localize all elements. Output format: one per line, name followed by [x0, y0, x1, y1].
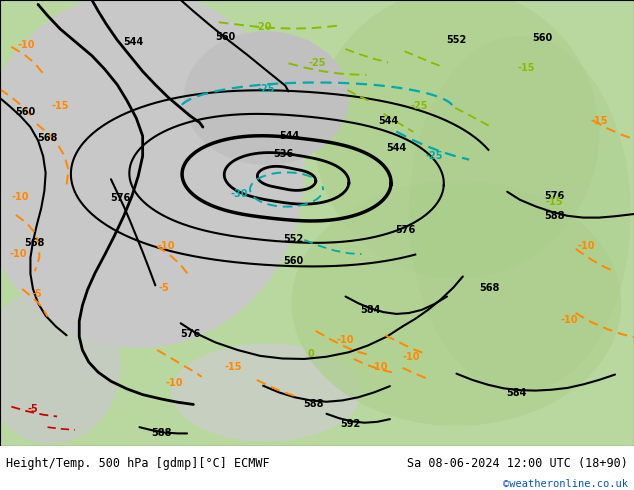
Text: 536: 536	[273, 149, 294, 159]
Text: -10: -10	[578, 241, 595, 251]
Text: 544: 544	[280, 131, 300, 141]
Text: 568: 568	[37, 133, 58, 143]
Text: -10: -10	[9, 249, 27, 259]
Text: -10: -10	[165, 378, 183, 389]
Text: -25: -25	[425, 150, 443, 161]
Ellipse shape	[409, 36, 631, 392]
Text: -25: -25	[411, 100, 429, 111]
Text: 584: 584	[507, 388, 527, 398]
Text: 568: 568	[479, 283, 500, 293]
Text: Sa 08-06-2024 12:00 UTC (18+90): Sa 08-06-2024 12:00 UTC (18+90)	[407, 457, 628, 469]
Text: -5: -5	[28, 404, 38, 415]
Text: -10: -10	[560, 315, 578, 325]
Text: -10: -10	[337, 335, 354, 345]
Text: 592: 592	[340, 418, 360, 429]
Text: -10: -10	[157, 241, 175, 251]
Text: -10: -10	[370, 362, 388, 371]
Text: -10: -10	[11, 192, 29, 202]
Text: 576: 576	[110, 194, 131, 203]
Text: ©weatheronline.co.uk: ©weatheronline.co.uk	[503, 479, 628, 489]
Text: -20: -20	[254, 22, 272, 32]
Text: Height/Temp. 500 hPa [gdmp][°C] ECMWF: Height/Temp. 500 hPa [gdmp][°C] ECMWF	[6, 457, 270, 469]
Text: 568: 568	[25, 238, 45, 248]
Text: 560: 560	[532, 33, 552, 43]
Text: -30: -30	[230, 189, 248, 199]
Text: 544: 544	[386, 143, 406, 153]
Text: -15: -15	[590, 116, 608, 126]
Text: -10: -10	[402, 352, 420, 362]
Text: -15: -15	[224, 362, 242, 371]
Text: 588: 588	[304, 398, 324, 409]
Text: 0: 0	[307, 349, 314, 360]
Text: 560: 560	[15, 107, 36, 118]
Text: -15: -15	[51, 101, 69, 111]
Text: -10: -10	[18, 40, 36, 49]
Text: 552: 552	[446, 35, 467, 45]
Ellipse shape	[171, 343, 361, 441]
Text: 560: 560	[283, 256, 303, 266]
Text: 588: 588	[545, 211, 565, 221]
Ellipse shape	[0, 288, 120, 443]
Text: 576: 576	[545, 191, 565, 201]
Text: -5: -5	[158, 283, 169, 293]
Text: 560: 560	[215, 31, 235, 42]
Text: -15: -15	[517, 63, 535, 73]
Text: -25: -25	[257, 84, 275, 94]
Ellipse shape	[314, 0, 599, 279]
Ellipse shape	[184, 31, 349, 165]
Text: 552: 552	[283, 234, 303, 244]
Ellipse shape	[0, 0, 304, 348]
Text: 544: 544	[123, 37, 143, 48]
Text: -25: -25	[308, 58, 326, 68]
Text: -15: -15	[546, 196, 564, 207]
Text: 576: 576	[396, 224, 416, 235]
Text: -5: -5	[32, 289, 42, 299]
Text: 576: 576	[180, 329, 200, 340]
Text: 584: 584	[361, 305, 381, 315]
Text: 544: 544	[378, 116, 399, 126]
Ellipse shape	[292, 181, 621, 426]
Text: 588: 588	[152, 427, 172, 438]
